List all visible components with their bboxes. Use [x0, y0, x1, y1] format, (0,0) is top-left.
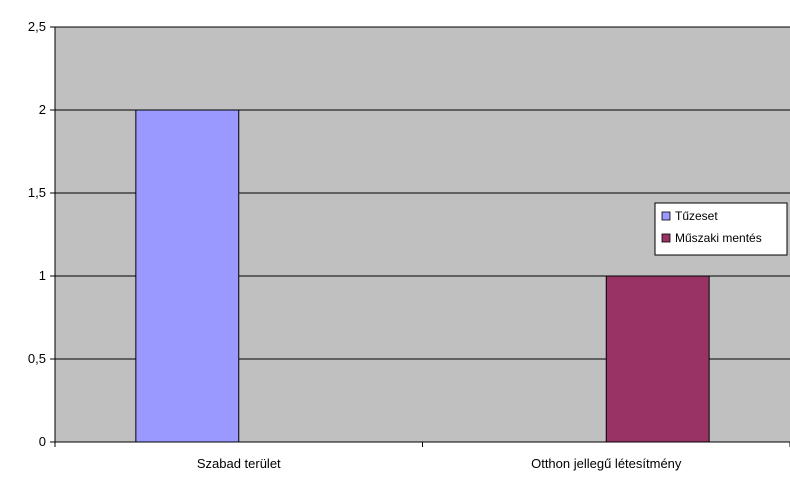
bars	[135, 109, 710, 443]
y-tick-label: 1	[39, 268, 46, 283]
legend-label: Tűzeset	[675, 209, 718, 223]
legend-swatch	[661, 211, 671, 221]
x-axis-categories: Szabad terület Otthon jellegű létesítmény	[54, 442, 790, 471]
y-axis-ticks: 0 0,5 1 1,5 2 2,5	[28, 19, 55, 449]
x-category-label: Otthon jellegű létesítmény	[531, 456, 682, 471]
y-tick-label: 1,5	[28, 185, 46, 200]
bar-muszaki-mentes	[605, 275, 710, 443]
legend: Tűzeset Műszaki mentés	[654, 202, 788, 256]
y-tick-label: 2	[39, 102, 46, 117]
y-tick-label: 0	[39, 434, 46, 449]
legend-label: Műszaki mentés	[675, 231, 762, 245]
bar-tuzeset	[135, 109, 240, 443]
y-tick-label: 2,5	[28, 19, 46, 34]
y-tick-label: 0,5	[28, 351, 46, 366]
legend-swatch	[661, 233, 671, 243]
legend-box	[654, 202, 788, 256]
x-category-label: Szabad terület	[197, 456, 281, 471]
